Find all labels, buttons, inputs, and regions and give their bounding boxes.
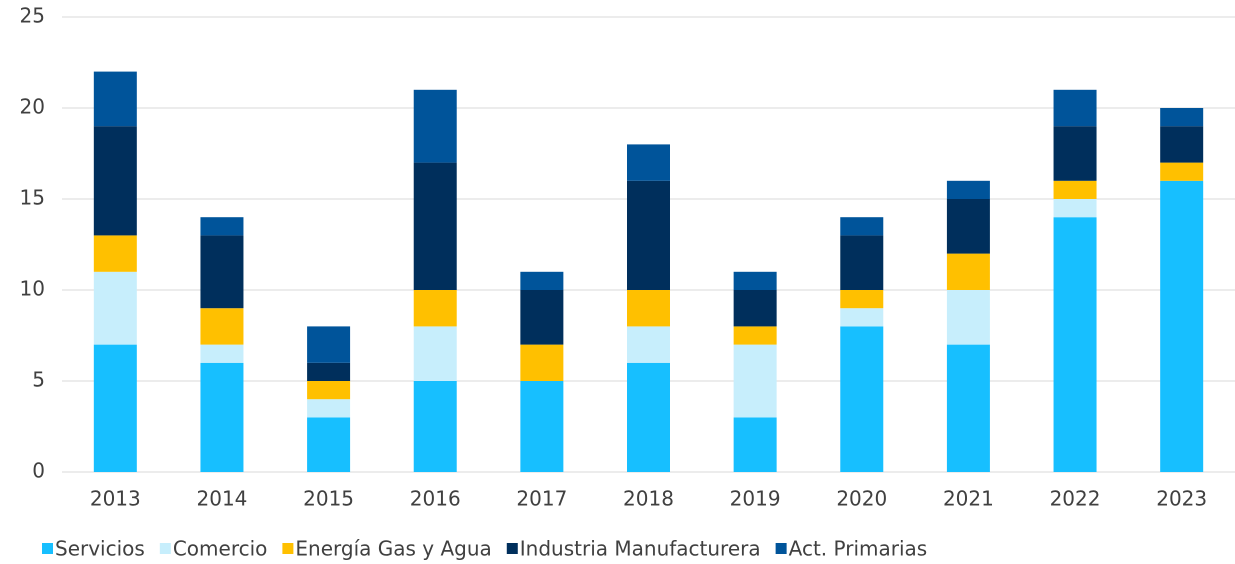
x-tick-label: 2017	[516, 487, 567, 511]
bar-segment	[840, 217, 884, 236]
bar-segment	[200, 235, 244, 309]
bar-segment	[413, 89, 457, 163]
legend-swatch	[506, 543, 518, 554]
bar-segment	[946, 180, 990, 199]
bar-segment	[307, 381, 351, 400]
bar-segment	[733, 417, 777, 472]
bar-segment	[520, 271, 564, 290]
bar-segment	[627, 326, 670, 363]
legend-label: Industria Manufacturera	[520, 537, 761, 561]
legend-label: Comercio	[173, 537, 268, 561]
bar-segment	[1053, 89, 1097, 127]
bar-segment	[413, 290, 457, 327]
bar-segment	[413, 326, 457, 381]
bar-segment	[840, 326, 884, 472]
bar-segment	[627, 362, 670, 472]
y-tick-label: 5	[32, 368, 45, 392]
bar-segment	[1160, 162, 1204, 181]
bar-segment	[93, 344, 137, 472]
bar-segment	[627, 180, 670, 290]
legend-label: Servicios	[55, 537, 145, 561]
bar-segment	[307, 417, 351, 472]
y-tick-label: 15	[20, 186, 45, 210]
bar-segment	[93, 271, 137, 345]
bar-segment	[1053, 217, 1097, 472]
bar-segment	[840, 290, 884, 309]
bar-segment	[93, 235, 137, 272]
bar-segment	[733, 344, 777, 418]
x-tick-label: 2013	[90, 487, 141, 511]
x-tick-label: 2015	[303, 487, 354, 511]
bar-segment	[733, 326, 777, 345]
bar-segment	[1160, 108, 1204, 127]
y-tick-label: 25	[20, 4, 45, 28]
bar-segment	[200, 308, 244, 345]
bar-segment	[1053, 180, 1097, 199]
bar-segment	[1160, 180, 1204, 473]
bar-segment	[520, 344, 564, 381]
y-tick-label: 0	[32, 459, 45, 483]
bar-segment	[1160, 126, 1204, 163]
bar-segment	[307, 399, 351, 418]
legend-label: Energía Gas y Agua	[295, 537, 491, 561]
bar-segment	[413, 381, 457, 472]
x-tick-label: 2020	[836, 487, 887, 511]
legend-swatch	[159, 543, 171, 554]
bar-segment	[946, 199, 990, 254]
bar-segment	[200, 344, 244, 363]
bar-segment	[733, 290, 777, 327]
bar-segment	[307, 326, 351, 363]
legend-label: Act. Primarias	[789, 537, 928, 561]
bar-segment	[627, 290, 670, 327]
bar-segment	[946, 253, 990, 290]
bar-segment	[946, 290, 990, 345]
bar-segment	[200, 217, 244, 236]
legend-swatch	[775, 543, 787, 554]
bar-segment	[93, 71, 137, 127]
bar-segment	[93, 126, 137, 236]
x-tick-label: 2023	[1156, 487, 1207, 511]
x-tick-label: 2018	[623, 487, 674, 511]
bar-segment	[840, 235, 884, 290]
bar-segment	[946, 344, 990, 472]
bar-segment	[413, 162, 457, 290]
bar-segment	[307, 362, 351, 381]
x-tick-label: 2016	[410, 487, 461, 511]
y-tick-label: 10	[20, 277, 45, 301]
bar-segment	[1053, 126, 1097, 181]
bar-segment	[520, 381, 564, 472]
x-tick-label: 2014	[197, 487, 248, 511]
bar-segment	[840, 308, 884, 327]
bar-segment	[627, 144, 670, 181]
x-tick-label: 2019	[730, 487, 781, 511]
x-tick-label: 2021	[943, 487, 994, 511]
bar-segment	[733, 271, 777, 290]
bar-segment	[520, 290, 564, 345]
legend-swatch	[42, 543, 53, 554]
bar-segment	[200, 362, 244, 472]
x-tick-label: 2022	[1050, 487, 1101, 511]
legend-swatch	[282, 543, 294, 554]
y-tick-label: 20	[20, 95, 45, 119]
bar-segment	[1053, 199, 1097, 218]
